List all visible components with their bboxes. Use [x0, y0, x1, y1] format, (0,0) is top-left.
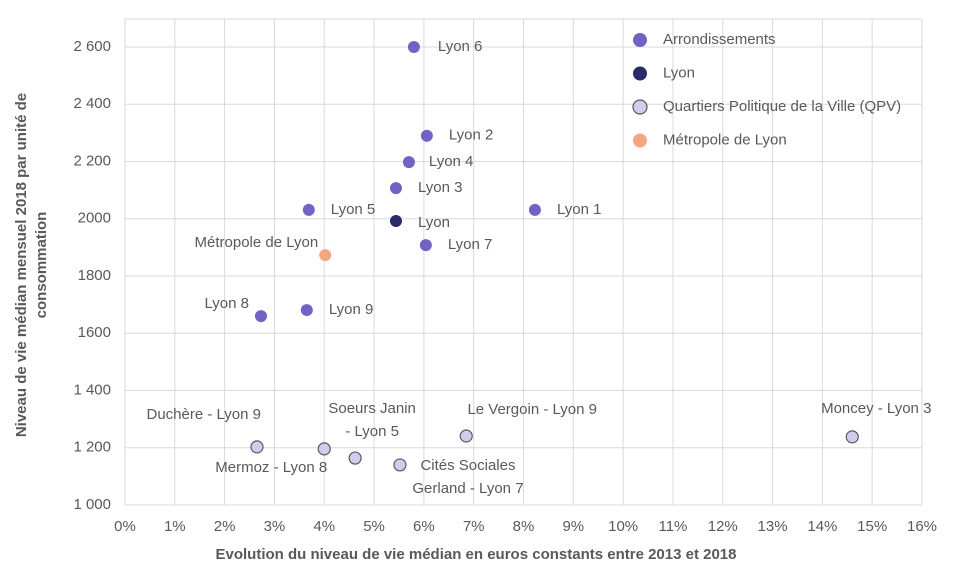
y-axis-title: consommation	[33, 212, 50, 319]
y-tick-label: 2000	[78, 210, 111, 227]
x-tick-label: 1%	[164, 518, 186, 535]
x-tick-label: 5%	[363, 518, 385, 535]
point-label: Lyon	[418, 214, 450, 231]
point-label: Lyon 8	[205, 295, 249, 312]
y-tick-label: 2 400	[73, 95, 111, 112]
x-tick-label: 13%	[758, 518, 788, 535]
legend-marker	[633, 33, 647, 47]
data-point	[389, 215, 402, 228]
y-tick-label: 2 600	[73, 38, 111, 55]
point-label: Lyon 1	[557, 201, 601, 218]
point-label: Lyon 3	[418, 179, 462, 196]
data-point	[393, 458, 407, 472]
legend-label: Quartiers Politique de la Ville (QPV)	[663, 98, 901, 115]
x-tick-label: 7%	[463, 518, 485, 535]
data-point	[348, 451, 362, 465]
data-point	[250, 440, 264, 454]
point-label: Métropole de Lyon	[195, 234, 319, 251]
data-point	[302, 203, 315, 216]
x-tick-label: 15%	[857, 518, 887, 535]
data-point	[459, 429, 473, 443]
legend-label: Arrondissements	[663, 31, 776, 48]
point-label: Lyon 9	[329, 301, 373, 318]
legend-marker	[633, 133, 647, 148]
x-tick-label: 9%	[562, 518, 584, 535]
y-tick-label: 1600	[78, 324, 111, 341]
data-point	[420, 129, 433, 142]
data-point	[317, 442, 331, 456]
legend-marker	[633, 66, 647, 81]
x-tick-label: 6%	[413, 518, 435, 535]
data-point	[528, 203, 541, 216]
point-label: Lyon 5	[331, 201, 375, 218]
data-point	[300, 304, 313, 317]
x-tick-label: 14%	[807, 518, 837, 535]
x-tick-label: 8%	[513, 518, 535, 535]
y-tick-label: 2 200	[73, 152, 111, 169]
y-axis-title: Niveau de vie médian mensuel 2018 par un…	[13, 93, 30, 437]
y-tick-label: 1800	[78, 267, 111, 284]
data-point	[319, 249, 332, 262]
point-label: Duchère - Lyon 9	[146, 406, 261, 423]
y-tick-label: 1 200	[73, 439, 111, 456]
y-tick-label: 1 400	[73, 381, 111, 398]
x-tick-label: 12%	[708, 518, 738, 535]
legend-marker	[632, 99, 648, 115]
data-point	[402, 156, 415, 169]
point-label: - Lyon 5	[345, 423, 399, 440]
x-tick-label: 11%	[658, 518, 687, 535]
legend-label: Lyon	[663, 64, 695, 81]
point-label: Lyon 7	[448, 236, 492, 253]
point-label: Lyon 4	[429, 153, 473, 170]
x-axis-title: Evolution du niveau de vie médian en eur…	[215, 546, 736, 563]
x-tick-label: 4%	[313, 518, 335, 535]
point-label: Cités Sociales	[420, 457, 515, 474]
point-label: Lyon 2	[449, 127, 493, 144]
x-tick-label: 16%	[907, 518, 937, 535]
data-point	[419, 239, 432, 252]
point-label: Mermoz - Lyon 8	[215, 459, 327, 476]
data-point	[845, 430, 859, 444]
point-label: Le Vergoin - Lyon 9	[467, 401, 597, 418]
data-point	[254, 310, 267, 323]
data-point	[389, 182, 402, 195]
x-tick-label: 10%	[608, 518, 638, 535]
point-label: Lyon 6	[438, 38, 482, 55]
point-label: Soeurs Janin	[328, 400, 416, 417]
legend-label: Métropole de Lyon	[663, 131, 787, 148]
x-tick-label: 3%	[264, 518, 286, 535]
x-tick-label: 0%	[114, 518, 136, 535]
y-tick-label: 1 000	[73, 496, 111, 513]
point-label: Gerland - Lyon 7	[412, 480, 523, 497]
point-label: Moncey - Lyon 3	[821, 400, 931, 417]
x-tick-label: 2%	[214, 518, 236, 535]
data-point	[407, 41, 420, 53]
